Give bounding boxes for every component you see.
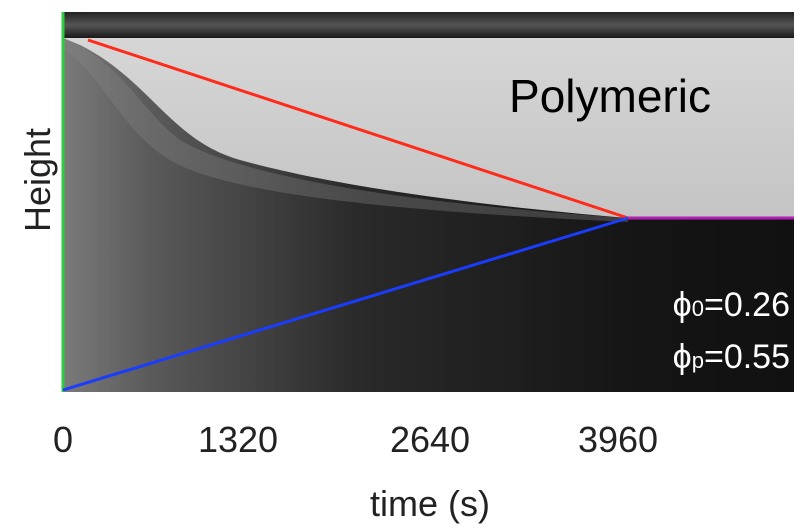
symbol: ϕ bbox=[673, 338, 692, 376]
x-axis-label: time (s) bbox=[370, 483, 490, 524]
subscript: p bbox=[692, 348, 704, 373]
x-tick-label: 0 bbox=[53, 419, 73, 460]
annotation: ϕ0=0.26 bbox=[673, 286, 790, 324]
subscript: 0 bbox=[692, 296, 704, 321]
kymograph bbox=[61, 12, 794, 392]
title: Polymeric bbox=[509, 70, 711, 122]
symbol: ϕ bbox=[673, 286, 692, 324]
annotation: ϕp=0.55 bbox=[673, 338, 790, 376]
annotation-text: =0.55 bbox=[704, 338, 790, 376]
x-tick-label: 2640 bbox=[390, 419, 470, 460]
annotation-text: =0.26 bbox=[704, 286, 790, 324]
y-axis-label: Height bbox=[17, 128, 58, 232]
x-tick-label: 3960 bbox=[578, 419, 658, 460]
x-tick-label: 1320 bbox=[198, 419, 278, 460]
